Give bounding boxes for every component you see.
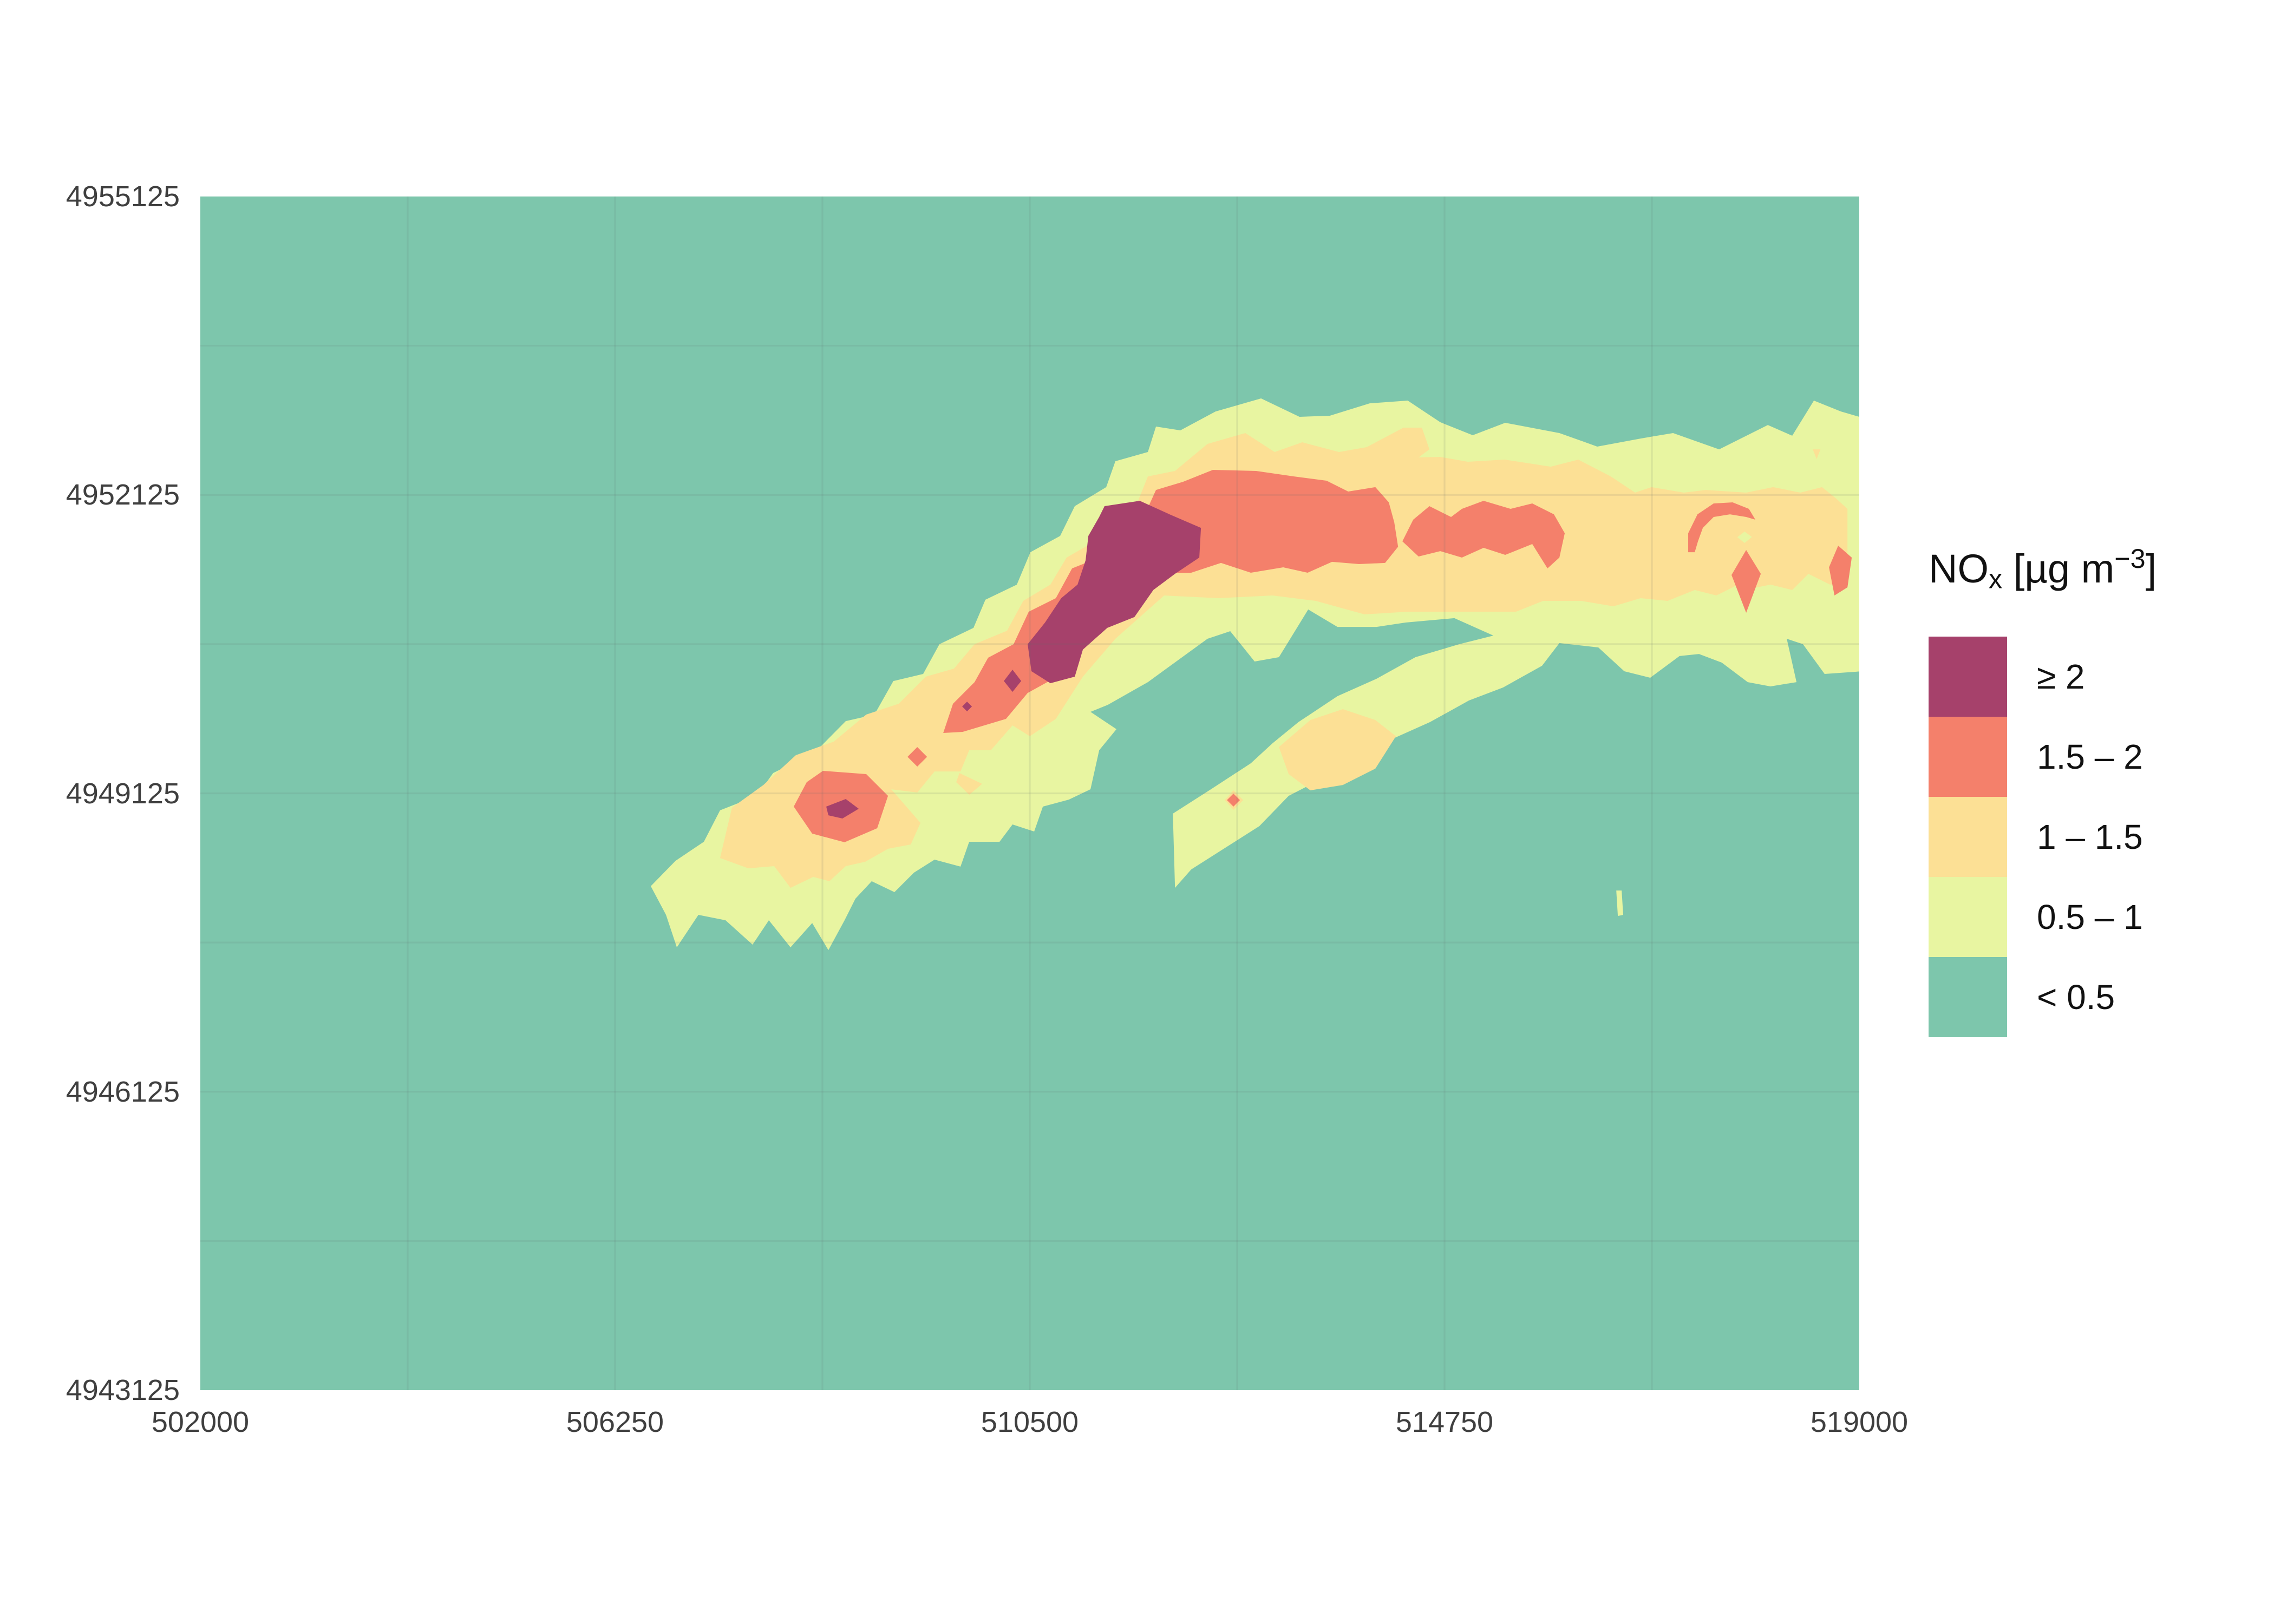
contour-region-0.5-1: [1616, 890, 1624, 916]
plot-panel: [200, 197, 1859, 1390]
legend-label: ≥ 2: [2037, 657, 2085, 696]
legend-items: ≥ 2 1.5 – 2 1 – 1.5 0.5 – 1 < 0.5: [1929, 637, 2143, 1037]
legend-title-unit: µg m: [2024, 546, 2115, 592]
contour-region-1-1.5: [1813, 449, 1821, 459]
y-tick-label: 4943125: [66, 1374, 180, 1406]
legend-title-unit-close: ]: [2145, 546, 2157, 592]
contour-region-1.5-2: [1731, 550, 1761, 613]
legend-item: 1 – 1.5: [1929, 797, 2143, 877]
legend-label: 1.5 – 2: [2037, 737, 2143, 776]
x-tick-label: 510500: [981, 1406, 1079, 1438]
contour-region-1.5-2: [1688, 502, 1756, 553]
contour-region-1-1.5: [1279, 709, 1396, 790]
legend-title-subscript: x: [1989, 563, 2003, 594]
contour-plot: [200, 197, 1859, 1390]
contour-region-ge2: [1004, 670, 1022, 692]
contour-region-1.5-2: [1402, 501, 1565, 569]
legend-label: < 0.5: [2037, 978, 2115, 1017]
legend-label: 0.5 – 1: [2037, 898, 2143, 937]
contour-layers: [650, 398, 1859, 951]
x-tick-label: 502000: [151, 1406, 250, 1438]
gridlines: [200, 197, 1859, 1390]
contour-region-1-1.5: [956, 773, 983, 795]
x-tick-label: 514750: [1395, 1406, 1494, 1438]
legend-item: 0.5 – 1: [1929, 877, 2143, 957]
legend-title-unit-open: [: [2002, 546, 2025, 592]
x-tick-label: 519000: [1810, 1406, 1909, 1438]
y-tick-label: 4949125: [66, 777, 180, 810]
contour-region-1.5-2: [1829, 545, 1852, 596]
legend-swatch-1-1.5: [1929, 797, 2007, 877]
y-tick-label: 4955125: [66, 180, 180, 213]
legend-title-compound: NO: [1929, 546, 1989, 592]
contour-region-ge2: [826, 798, 859, 818]
legend-title: NOx [µg m−3]: [1929, 542, 2264, 595]
y-tick-label: 4952125: [66, 479, 180, 512]
x-tick-label: 506250: [566, 1406, 664, 1438]
legend-swatch-1.5-2: [1929, 717, 2007, 797]
legend-item: 1.5 – 2: [1929, 717, 2143, 797]
contour-region-ge2: [1028, 501, 1201, 684]
legend-item: ≥ 2: [1929, 637, 2143, 717]
contour-region-0.5-1: [1737, 532, 1752, 543]
contour-region-ge2: [962, 702, 972, 712]
legend-label: 1 – 1.5: [2037, 817, 2143, 856]
contour-region-1-1.5: [720, 428, 1848, 888]
legend-item: < 0.5: [1929, 957, 2143, 1037]
legend-title-superscript: −3: [2114, 543, 2146, 574]
legend-swatch-0.5-1: [1929, 877, 2007, 957]
legend: NOx [µg m−3] ≥ 2 1.5 – 2 1 – 1.5 0.5 – 1 < 0…: [1929, 542, 2264, 1037]
y-tick-label: 4946125: [66, 1075, 180, 1108]
contour-region-1.5-2: [907, 747, 927, 767]
legend-swatch-lt0.5: [1929, 957, 2007, 1037]
legend-swatch-ge2: [1929, 637, 2007, 717]
